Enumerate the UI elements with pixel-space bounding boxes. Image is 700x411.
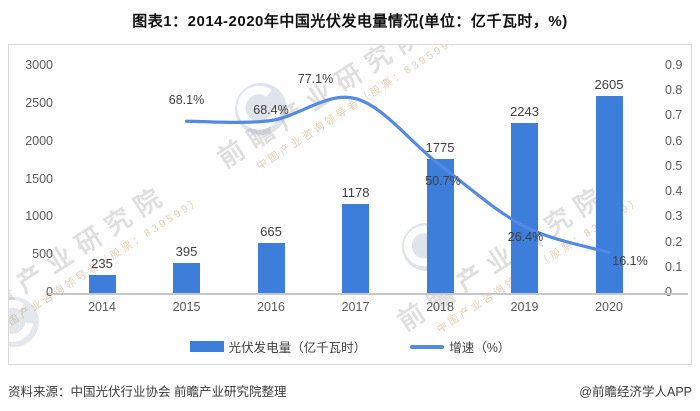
bar-2019 — [511, 123, 538, 293]
legend-item-generation: 光伏发电量（亿千瓦时） — [189, 337, 367, 356]
y-axis-left-tick: 500 — [32, 247, 53, 262]
y-axis-right-tick: 0 — [665, 285, 672, 299]
y-axis-right-tick: 0.1 — [665, 259, 683, 274]
y-axis-left-tick: 1000 — [25, 209, 53, 224]
legend-line-swatch-icon — [410, 344, 445, 349]
y-axis-right-tick: 0.9 — [665, 58, 683, 72]
x-axis-tick-2019: 2019 — [510, 300, 539, 314]
y-axis-left-tick: 0 — [46, 285, 53, 299]
y-axis-right-tick: 0.4 — [665, 184, 683, 199]
growth-rate-label: 68.4% — [253, 103, 289, 118]
growth-rate-label: 26.4% — [507, 230, 544, 245]
bar-value-label: 235 — [91, 256, 113, 272]
y-axis-right-tick: 0.7 — [665, 108, 683, 123]
growth-rate-label: 68.1% — [168, 93, 205, 108]
chart-legend: 光伏发电量（亿千瓦时） 增速（%） — [9, 337, 691, 356]
y-axis-right-tick: 0.2 — [665, 234, 683, 249]
growth-rate-label: 50.7% — [425, 174, 461, 189]
bar-value-label: 665 — [260, 223, 282, 239]
source-note: 资料来源：中国光伏行业协会 前瞻产业研究院整理 — [8, 385, 287, 399]
chart-frame: 前瞻产业研究院 中国产业咨询领导者（股票：839599） 前瞻产业研究院 中国产… — [8, 44, 692, 365]
credit-note: @前瞻经济学人APP — [579, 385, 692, 399]
y-axis-right-tick: 0.6 — [665, 133, 683, 148]
bar-value-label: 1775 — [425, 139, 455, 155]
y-axis-right-tick: 0.3 — [665, 209, 683, 224]
y-axis-right-tick: 0.5 — [665, 158, 683, 173]
legend-label: 光伏发电量（亿千瓦时） — [228, 341, 367, 355]
bar-2017 — [342, 203, 369, 293]
bar-value-label: 2243 — [510, 104, 539, 120]
bar-value-label: 395 — [175, 244, 198, 260]
legend-item-growth: 增速（%） — [410, 337, 510, 356]
y-axis-right-tick: 0.8 — [665, 83, 683, 98]
y-axis-left-tick: 2500 — [25, 95, 53, 110]
bar-value-label: 1178 — [341, 184, 370, 200]
bar-value-label: 2605 — [594, 76, 624, 92]
bar-2015 — [173, 263, 200, 293]
x-axis-tick-2020: 2020 — [595, 300, 623, 314]
y-axis-left-tick: 2000 — [25, 133, 53, 148]
x-axis-line — [48, 293, 688, 295]
legend-bar-swatch-icon — [189, 341, 224, 352]
growth-rate-label: 16.1% — [612, 254, 648, 269]
y-axis-left-tick: 1500 — [25, 171, 53, 186]
x-axis-tick-2014: 2014 — [88, 300, 116, 314]
x-axis-tick-2017: 2017 — [341, 300, 370, 314]
bar-2016 — [257, 242, 285, 293]
x-axis-tick-2018: 2018 — [426, 300, 454, 314]
y-axis-left-tick: 3000 — [25, 58, 53, 72]
x-axis-tick-2016: 2016 — [257, 300, 285, 314]
chart-title: 图表1：2014-2020年中国光伏发电量情况(单位：亿千瓦时，%) — [132, 13, 568, 30]
growth-rate-label: 77.1% — [297, 71, 334, 86]
bar-2014 — [88, 275, 116, 293]
x-axis-tick-2015: 2015 — [172, 300, 201, 314]
legend-label: 增速（%） — [449, 341, 511, 355]
